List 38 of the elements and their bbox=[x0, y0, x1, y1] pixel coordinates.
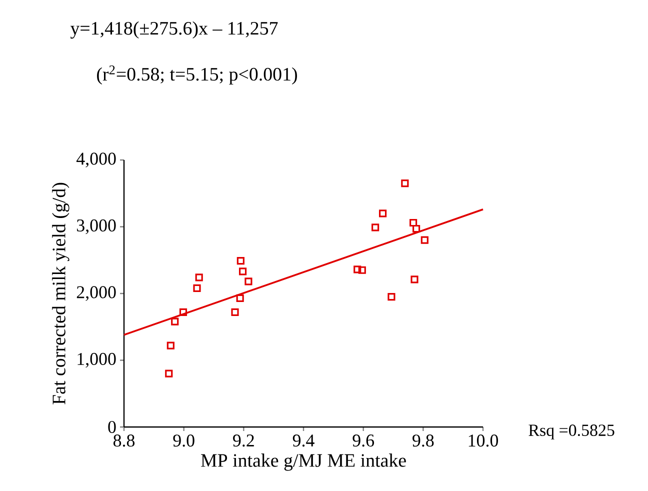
point bbox=[388, 293, 396, 301]
point bbox=[412, 224, 420, 233]
point bbox=[410, 276, 418, 284]
y-tick-label: 4,000 bbox=[76, 152, 116, 168]
text: y=1,418(±275.6)x – 11,257 bbox=[70, 21, 278, 39]
x-tick-label: 9.4 bbox=[292, 434, 314, 447]
x-tick-label: 9.2 bbox=[233, 434, 254, 447]
point bbox=[236, 294, 244, 302]
text: (r$^{2}$=0.58; t=5.15; p<0.001) bbox=[97, 65, 297, 85]
point bbox=[195, 274, 203, 282]
point bbox=[193, 284, 201, 292]
x-tick-label: 9.0 bbox=[173, 434, 194, 447]
point bbox=[244, 278, 252, 286]
x-tick-label: 8.8 bbox=[113, 434, 135, 447]
text: Rsq =0.5825 bbox=[528, 424, 614, 440]
point bbox=[401, 180, 409, 188]
x-tick-label: 9.8 bbox=[412, 434, 434, 447]
point bbox=[231, 308, 239, 316]
x-axis-title: MP intake g/MJ ME intake bbox=[200, 454, 406, 471]
point bbox=[165, 370, 173, 378]
point bbox=[236, 256, 244, 265]
point bbox=[378, 210, 387, 218]
x-tick-label: 10.0 bbox=[468, 434, 498, 447]
point bbox=[171, 318, 179, 326]
point bbox=[372, 224, 380, 232]
y-tick-label: 2,000 bbox=[76, 286, 116, 301]
x-tick-label: 9.6 bbox=[352, 434, 374, 447]
point bbox=[420, 236, 428, 244]
y-tick-label: 0 bbox=[108, 420, 116, 434]
point bbox=[179, 308, 188, 316]
y-tick-label: 3,000 bbox=[76, 219, 116, 234]
point bbox=[238, 268, 247, 276]
y-axis-title: Fat corrected milk yield (g/d) bbox=[52, 182, 70, 404]
y-tick-label: 1,000 bbox=[78, 352, 116, 368]
point bbox=[358, 266, 366, 274]
point bbox=[166, 342, 174, 350]
point bbox=[409, 218, 418, 227]
point bbox=[354, 266, 362, 274]
